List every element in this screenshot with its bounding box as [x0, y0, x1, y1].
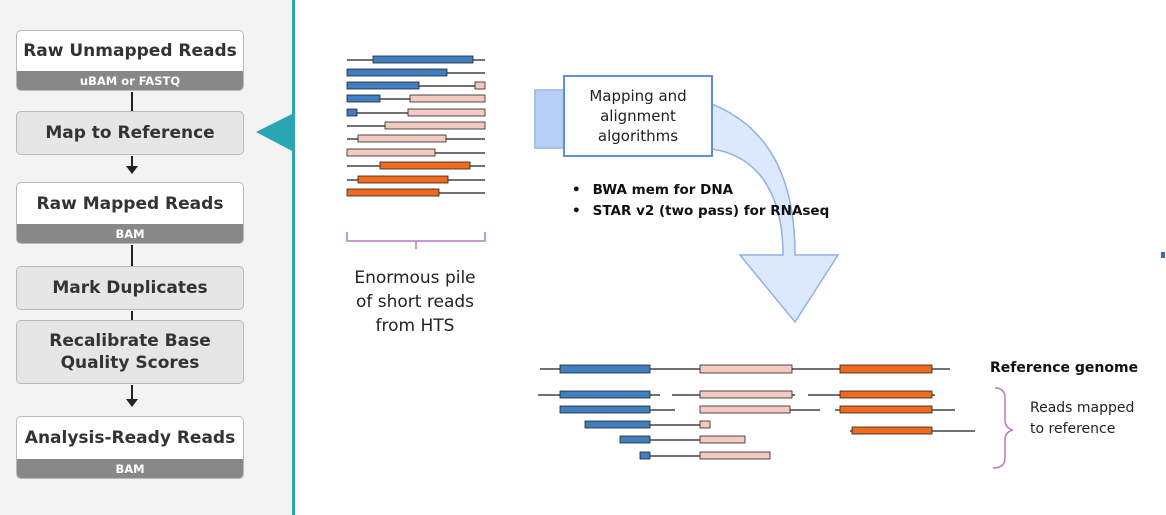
mapping-algorithms-box: Mapping and alignment algorithms	[563, 75, 713, 157]
reference-segment	[839, 364, 933, 374]
edge-marker	[1161, 252, 1165, 258]
read-segment	[346, 94, 381, 103]
analysis-ready-reads-box: Analysis-Ready Reads BAM	[16, 416, 244, 479]
connector-arrow	[131, 156, 133, 168]
read-segment	[346, 108, 358, 117]
reads-brace	[992, 387, 1014, 469]
read-segment	[379, 161, 471, 170]
connector-arrowhead	[126, 166, 138, 174]
read-segment	[559, 390, 651, 399]
raw-mapped-reads-box: Raw Mapped Reads BAM	[16, 182, 244, 244]
connector-line	[131, 92, 133, 111]
raw-unmapped-reads-format: uBAM or FASTQ	[17, 71, 243, 90]
read-segment	[357, 134, 447, 143]
read-segment	[346, 148, 436, 157]
raw-mapped-reads-title: Raw Mapped Reads	[36, 193, 224, 214]
reference-segment	[559, 364, 651, 374]
connector-arrow	[131, 385, 133, 400]
raw-unmapped-reads-title: Raw Unmapped Reads	[23, 41, 237, 61]
read-segment	[839, 405, 933, 414]
read-segment	[409, 94, 486, 103]
reads-mapped-label: Reads mapped to reference	[1030, 400, 1135, 437]
read-segment	[357, 175, 449, 184]
pointer-triangle	[256, 113, 294, 152]
read-segment	[474, 81, 486, 90]
mapping-algorithms-label: Mapping and alignment algorithms	[589, 87, 687, 145]
read-segment	[699, 405, 791, 414]
raw-unmapped-reads-box: Raw Unmapped Reads uBAM or FASTQ	[16, 30, 244, 91]
read-segment	[639, 451, 651, 460]
recalibrate-box: Recalibrate Base Quality Scores	[16, 320, 244, 384]
algorithm-item: BWA mem for DNA	[572, 180, 829, 201]
connector-line	[131, 311, 133, 320]
read-segment	[346, 81, 420, 90]
pile-caption: Enormous pile of short reads from HTS	[354, 268, 476, 336]
read-segment	[346, 188, 440, 197]
read-segment	[372, 55, 474, 64]
algorithm-list: BWA mem for DNA STAR v2 (two pass) for R…	[572, 180, 830, 222]
connector-arrowhead	[126, 399, 138, 407]
read-segment	[407, 108, 486, 117]
map-to-reference-box: Map to Reference	[16, 111, 244, 155]
short-reads-pile	[346, 55, 486, 197]
recalibrate-label: Recalibrate Base Quality Scores	[49, 331, 211, 373]
pile-bracket	[346, 232, 486, 249]
connector-line	[131, 245, 133, 266]
read-segment	[619, 435, 651, 444]
map-to-reference-label: Map to Reference	[45, 123, 215, 143]
mapped-reads	[538, 364, 975, 460]
arrow-tail	[534, 89, 566, 149]
read-segment	[699, 451, 771, 460]
read-segment	[699, 390, 793, 399]
algorithm-item: STAR v2 (two pass) for RNAseq	[572, 201, 830, 222]
analysis-ready-reads-format: BAM	[17, 459, 243, 478]
analysis-ready-reads-title: Analysis-Ready Reads	[24, 428, 236, 448]
read-segment	[851, 426, 933, 435]
read-segment	[839, 390, 933, 399]
mark-duplicates-box: Mark Duplicates	[16, 266, 244, 310]
raw-mapped-reads-format: BAM	[17, 224, 243, 243]
reference-segment	[699, 364, 793, 374]
read-segment	[346, 68, 448, 77]
mark-duplicates-label: Mark Duplicates	[52, 278, 208, 298]
panel-divider	[292, 0, 295, 515]
reference-genome-label: Reference genome	[990, 360, 1139, 376]
read-segment	[699, 420, 711, 429]
read-segment	[559, 405, 651, 414]
read-segment	[584, 420, 651, 429]
read-segment	[699, 435, 746, 444]
read-segment	[384, 121, 486, 130]
